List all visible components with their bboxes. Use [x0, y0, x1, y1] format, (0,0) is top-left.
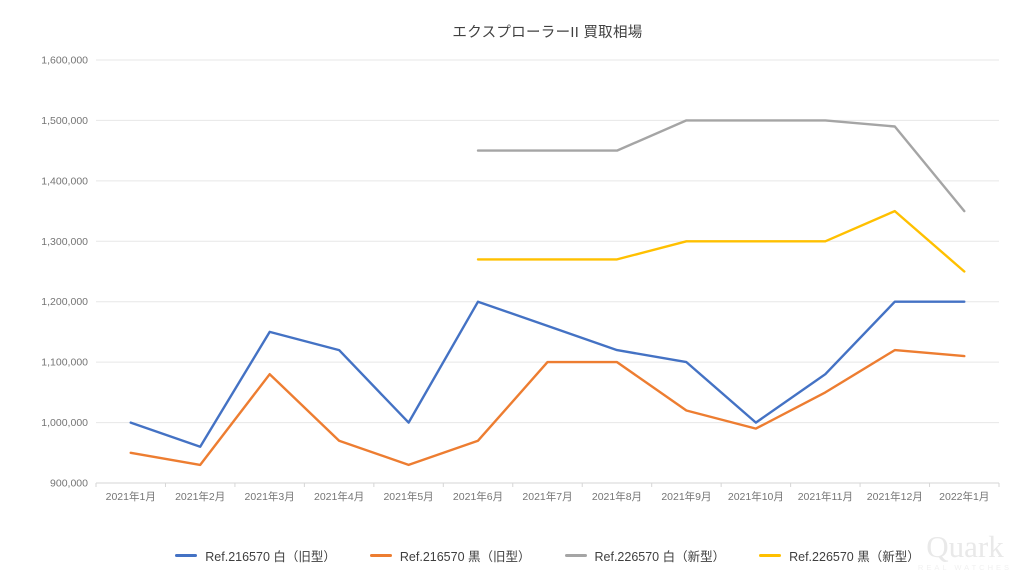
x-axis-label: 2021年3月: [245, 490, 295, 503]
x-axis-label: 2021年2月: [175, 490, 225, 503]
y-axis-label: 1,100,000: [41, 357, 88, 369]
y-axis-label: 1,400,000: [41, 175, 88, 187]
y-axis-label: 900,000: [50, 478, 88, 490]
legend-swatch: [369, 554, 392, 557]
series-line: [476, 209, 966, 273]
chart-title: エクスプローラーII 買取相場: [452, 25, 643, 41]
watermark-brand: Quark: [926, 529, 1004, 564]
x-axis-label: 2021年11月: [798, 490, 853, 503]
x-axis-label: 2021年9月: [661, 490, 711, 503]
y-axis-label: 1,000,000: [41, 417, 88, 429]
legend-swatch: [564, 554, 587, 557]
legend-swatch: [759, 554, 782, 557]
x-axis-label: 2021年5月: [383, 490, 433, 503]
watermark: Quark Real Watches: [918, 531, 1012, 572]
x-axis-label: 2022年1月: [939, 490, 989, 503]
legend-label: Ref.226570 白（新型）: [594, 550, 726, 564]
x-axis-label: 2021年7月: [522, 490, 572, 503]
legend-swatch: [175, 554, 198, 557]
legend-item: Ref.226570 黒（新型）: [759, 546, 920, 565]
y-axis-label: 1,200,000: [41, 296, 88, 308]
legend-item: Ref.216570 黒（旧型）: [369, 546, 531, 565]
legend-label: Ref.216570 黒（旧型）: [399, 550, 531, 564]
chart-legend: Ref.216570 白（旧型） Ref.216570 黒（旧型） Ref.2265…: [96, 546, 999, 565]
x-axis-label: 2021年8月: [592, 490, 642, 503]
x-axis-label: 2021年10月: [728, 490, 784, 503]
y-axis-label: 1,500,000: [41, 115, 88, 127]
legend-label: Ref.216570 白（旧型）: [205, 550, 336, 564]
series-line: [129, 348, 966, 467]
x-axis-label: 2021年12月: [867, 490, 923, 503]
legend-item: Ref.216570 白（旧型）: [175, 546, 336, 565]
series-line: [476, 119, 966, 213]
y-axis-label: 1,600,000: [41, 55, 88, 67]
y-axis-label: 1,300,000: [41, 236, 88, 248]
series-line: [129, 300, 966, 448]
legend-item: Ref.226570 白（新型）: [564, 546, 726, 565]
x-axis-label: 2021年1月: [106, 490, 156, 503]
x-axis-label: 2021年4月: [314, 490, 364, 503]
legend-label: Ref.226570 黒（新型）: [789, 550, 920, 564]
watermark-tagline: Real Watches: [917, 563, 1012, 572]
x-axis-label: 2021年6月: [453, 490, 503, 503]
